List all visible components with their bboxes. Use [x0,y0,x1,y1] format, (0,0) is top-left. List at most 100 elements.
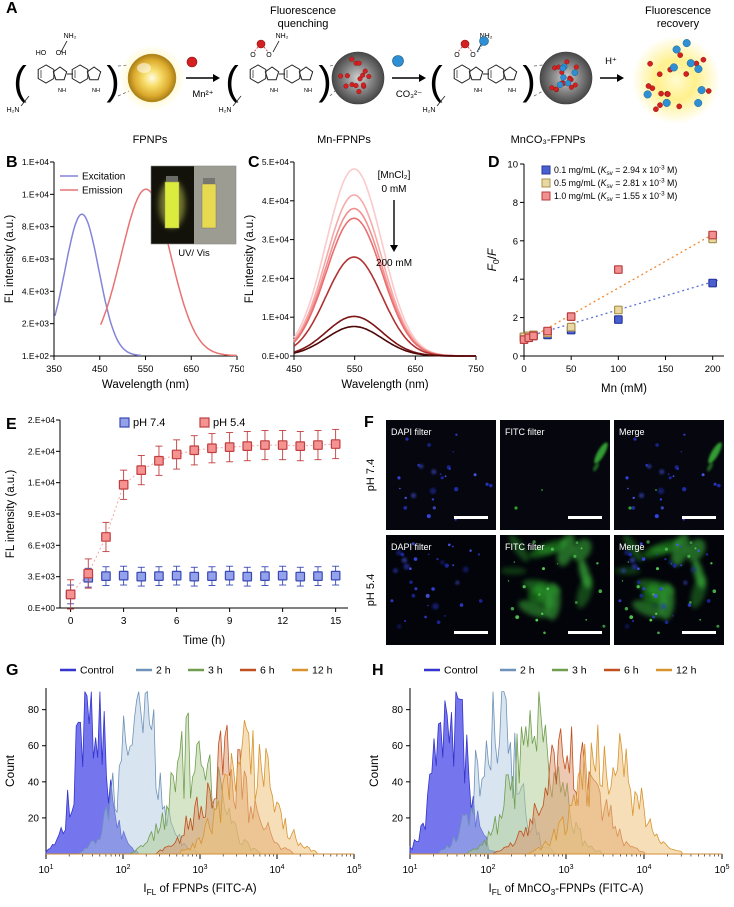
svg-text:80: 80 [392,705,404,716]
micrograph-cell: DAPI filter [386,420,496,530]
curve-5 [293,315,476,357]
svg-text:150: 150 [658,364,674,375]
svg-text:FL intensity (a.u.): FL intensity (a.u.) [244,215,256,304]
uv-vis-inset [150,165,237,245]
panel-a-scheme: A Fluorescence quenching Fluorescence recov… [0,0,734,152]
svg-text:100: 100 [610,364,626,375]
fpnps-histogram-chart: 20 40 60 80 101 102 103 104 105 Control 2 h 3 h 6 h 1… [3,665,362,897]
svg-text:quenching: quenching [278,18,329,30]
svg-text:NH₂: NH₂ [276,33,289,40]
svg-text:2.E+04: 2.E+04 [28,415,55,425]
scale-bar [682,516,716,519]
svg-text:Merge: Merge [619,542,645,552]
svg-text:3: 3 [121,616,127,627]
svg-text:DAPI filter: DAPI filter [391,542,432,552]
svg-text:20: 20 [28,813,40,824]
svg-text:Mn (mM): Mn (mM) [601,383,647,395]
curve-6 [293,325,476,357]
svg-text:2.E+03: 2.E+03 [22,319,49,329]
svg-text:NH₂: NH₂ [64,33,77,40]
svg-text:H₂N: H₂N [219,107,232,114]
panel-d-stern-volmer: D 0 50 100 150 200 0 2 4 6 8 10 Mn (mM) F0/F 0.1 mg/m… [484,152,734,408]
svg-text:1.E+04: 1.E+04 [22,157,49,167]
svg-text:103: 103 [192,864,207,876]
svg-text:750: 750 [468,364,484,375]
svg-text:): ) [522,59,535,103]
svg-text:[MnCl₂]: [MnCl₂] [378,170,411,181]
svg-text:MnCO₃-FPNPs: MnCO₃-FPNPs [511,134,586,146]
svg-text:60: 60 [392,741,404,752]
svg-text:50: 50 [566,364,577,375]
svg-text:FL intensity (a.u.): FL intensity (a.u.) [5,470,17,559]
panel-h-flow-cytometry: H 20 40 60 80 101 102 103 104 105 Control 2 h 3 h 6 … [366,658,734,907]
svg-text:HO: HO [36,50,47,57]
excitation-emission-chart: 350 450 550 650 750 1.E+02 2.E+03 4.E+03 6.E+03 8… [4,157,244,391]
svg-text:): ) [106,59,119,103]
scale-bar [568,631,602,634]
svg-text:750: 750 [229,364,244,375]
panel-b-spectra: B 350 450 550 650 750 1.E+02 2.E+03 4.E+03 6.E+0… [4,152,244,408]
svg-text:1.0 mg/mL (Ksv = 1.55 x 10-3 M: 1.0 mg/mL (Ksv = 1.55 x 10-3 M) [554,191,677,204]
svg-text:2.E+04: 2.E+04 [262,273,289,283]
svg-text:2 h: 2 h [520,665,535,677]
svg-text:650: 650 [407,364,423,375]
svg-text:pH 5.4: pH 5.4 [365,574,377,606]
svg-text:FPNPs: FPNPs [133,134,168,146]
panel-h-label: H [372,662,384,679]
svg-text:9.E+03: 9.E+03 [28,509,55,519]
panel-e-label: E [6,416,17,433]
svg-text:4: 4 [513,275,518,286]
svg-text:105: 105 [714,864,729,876]
svg-text:12 h: 12 h [676,665,697,677]
panel-f-micrographs: F pH 7.4 pH 5.4 DAPI filter FITC filter Merg… [358,408,734,658]
fpnp-s sphere [127,53,177,103]
svg-text:12 h: 12 h [312,665,333,677]
svg-text:IFL of FPNPs (FITC-A): IFL of FPNPs (FITC-A) [143,883,256,897]
svg-text:pH 7.4: pH 7.4 [133,417,165,429]
polymer-structure: () H₂N NH₂ O O NH NH [423,33,536,114]
svg-text:O: O [470,52,476,59]
panel-a-label: A [6,0,18,17]
svg-text:NH: NH [92,88,100,94]
svg-text:102: 102 [480,864,495,876]
svg-text:103: 103 [558,864,573,876]
svg-text:1.E+04: 1.E+04 [262,312,289,322]
svg-text:): ) [318,59,331,103]
svg-text:550: 550 [138,364,154,375]
panel-e-kinetics: E 0 3 6 9 12 15 0.E+00 3.E+03 6.E+03 9.E+03 1.E+04… [2,408,358,658]
svg-text:Control: Control [80,665,114,677]
svg-text:Mn-FPNPs: Mn-FPNPs [317,134,371,146]
svg-text:UV/ Vis: UV/ Vis [178,248,210,259]
svg-text:Mn²⁺: Mn²⁺ [192,89,213,100]
mn-ion-dot [186,56,198,68]
svg-text:H⁺: H⁺ [605,56,617,67]
svg-text:FITC filter: FITC filter [505,427,545,437]
svg-text:105: 105 [346,864,361,876]
carbonate-ion-dot [392,55,404,67]
svg-text:recovery: recovery [657,18,700,30]
svg-text:10: 10 [507,160,518,171]
micrograph-cell: DAPI filter [386,535,496,645]
panel-g-flow-cytometry: G 20 40 60 80 101 102 103 104 105 Control 2 h 3 h 6 … [2,658,366,907]
svg-text:104: 104 [269,864,284,876]
scheme-illustration: FluorescencequenchingFluorescencerecover… [7,5,720,146]
svg-text:0.E+00: 0.E+00 [262,351,289,361]
svg-text:CO₃²⁻: CO₃²⁻ [396,89,422,100]
svg-text:0.5 mg/mL (Ksv = 2.81 x 10-3 M: 0.5 mg/mL (Ksv = 2.81 x 10-3 M) [554,178,677,191]
fluorescence-micrograph-grid: pH 7.4 pH 5.4 DAPI filter FITC filter Merge D… [365,420,724,645]
svg-text:O: O [266,52,272,59]
svg-text:Control: Control [444,665,478,677]
svg-text:9: 9 [227,616,233,627]
svg-text:6: 6 [513,236,518,247]
svg-text:5.E+04: 5.E+04 [262,157,289,167]
svg-text:pH 7.4: pH 7.4 [365,459,377,491]
micrograph-cell: Merge [614,535,724,645]
panel-c-quenching-spectra: C 450 550 650 750 0.E+00 1.E+04 2.E+04 3.E+04 4.… [244,152,484,408]
svg-text:6.E+03: 6.E+03 [28,540,55,550]
svg-text:20: 20 [392,813,404,824]
panel-g-label: G [6,662,19,679]
scale-bar [454,516,488,519]
svg-text:6 h: 6 h [624,665,639,677]
svg-text:8.E+03: 8.E+03 [22,222,49,232]
